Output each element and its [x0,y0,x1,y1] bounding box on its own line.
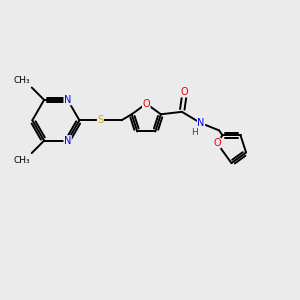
Text: O: O [181,87,188,97]
Text: N: N [64,136,71,146]
Text: N: N [64,95,71,105]
Text: S: S [98,115,103,125]
Text: O: O [142,99,150,109]
Text: O: O [213,138,221,148]
Text: CH₃: CH₃ [14,155,31,164]
Text: CH₃: CH₃ [14,76,31,85]
Text: N: N [197,118,205,128]
Text: H: H [191,128,198,137]
